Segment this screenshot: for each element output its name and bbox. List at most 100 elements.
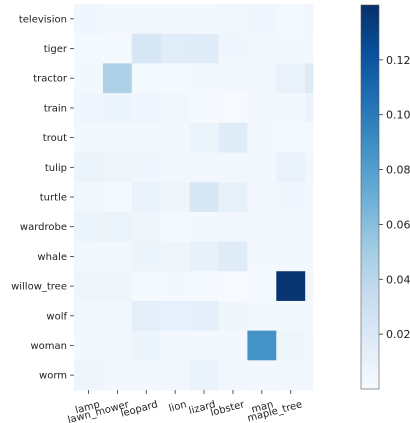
heatmap-cell (131, 182, 162, 213)
heatmap-cell (189, 360, 219, 391)
heatmap-cell (218, 63, 248, 94)
heatmap-cell (276, 300, 306, 332)
y-tick-label: train (44, 103, 67, 114)
heatmap-cell (189, 182, 219, 213)
heatmap-cell (102, 241, 133, 272)
heatmap-cell (218, 4, 248, 35)
heatmap-cell (160, 300, 190, 332)
heatmap-cell (276, 360, 306, 391)
heatmap-cell (218, 122, 248, 153)
heatmap-cell (276, 330, 306, 361)
heatmap-cell (276, 241, 306, 272)
heatmap-cell (160, 63, 190, 94)
heatmap-cell (102, 182, 133, 213)
heatmap-cell (74, 271, 104, 302)
heatmap-cell (189, 211, 219, 242)
heatmap-cell (74, 63, 104, 94)
heatmap-cell (74, 152, 104, 183)
heatmap-cell (276, 4, 306, 35)
heatmap-cell (160, 360, 190, 391)
heatmap-cell (131, 360, 162, 391)
heatmap-cell (305, 300, 314, 332)
heatmap-cell (131, 330, 162, 361)
heatmap-cell (189, 122, 219, 153)
heatmap-cell (305, 4, 314, 35)
heatmap-cell (189, 4, 219, 35)
y-tick-label: television (19, 14, 67, 25)
heatmap-cell (247, 330, 277, 361)
heatmap-cell (218, 93, 248, 124)
y-tick-label: wolf (46, 311, 67, 322)
heatmap-cell (74, 93, 104, 124)
colorbar-gradient (360, 4, 380, 390)
heatmap-cell (218, 241, 248, 272)
heatmap-cell (102, 271, 133, 302)
heatmap-cell (218, 33, 248, 64)
heatmap-cell (131, 271, 162, 302)
y-tick-label: trout (43, 133, 67, 144)
heatmap-cell (131, 211, 162, 242)
y-tick-label: woman (30, 341, 67, 352)
heatmap-cell (276, 122, 306, 153)
y-axis: television tiger tractor train trout tulip tur… (11, 14, 74, 382)
y-tick-label: willow_tree (11, 282, 67, 293)
heatmap-cell (247, 63, 277, 94)
heatmap-cell (102, 330, 133, 361)
heatmap-cell (189, 330, 219, 361)
colorbar-tick-label: 0.12 (386, 54, 410, 67)
heatmap-cell (160, 33, 190, 64)
y-tick-label: tiger (44, 44, 68, 55)
heatmap-cell (74, 211, 104, 242)
heatmap-cell (74, 182, 104, 213)
heatmap-cell (305, 211, 314, 242)
heatmap-cell (247, 33, 277, 64)
heatmap-cell (247, 182, 277, 213)
heatmap-cell (102, 152, 133, 183)
y-tick-label: tractor (33, 74, 68, 85)
heatmap-cell (74, 122, 104, 153)
heatmap-cell (247, 300, 277, 332)
heatmap-cell (305, 241, 314, 272)
heatmap-cell (74, 300, 104, 332)
heatmap-cell (160, 4, 190, 35)
heatmap-cell (276, 63, 306, 94)
heatmap-cell (189, 93, 219, 124)
colorbar-tick-label: 0.06 (386, 218, 410, 231)
heatmap-cell (247, 360, 277, 391)
heatmap-cell (305, 93, 314, 124)
heatmap-cell (305, 330, 314, 361)
heatmap-cell (131, 33, 162, 64)
heatmap-cell (131, 122, 162, 153)
heatmap-cell (276, 182, 306, 213)
heatmap-cell (305, 33, 314, 64)
heatmap-cell (160, 182, 190, 213)
heatmap-cell (276, 152, 306, 183)
y-tick-label: turtle (40, 193, 67, 204)
heatmap-cell (74, 360, 104, 391)
heatmap-cell (247, 152, 277, 183)
heatmap-cell (218, 300, 248, 332)
heatmap-cell (102, 33, 133, 64)
heatmap-cell (305, 360, 314, 391)
heatmap-cell (160, 122, 190, 153)
y-tick-label: worm (39, 371, 67, 382)
heatmap-cell (218, 182, 248, 213)
heatmap-cell (74, 241, 104, 272)
y-tick-label: wardrobe (20, 222, 67, 233)
heatmap-cell (102, 211, 133, 242)
x-tick-label: lion (168, 399, 188, 414)
heatmap-cell (218, 152, 248, 183)
heatmap-cell (102, 360, 133, 391)
heatmap-cell (276, 33, 306, 64)
colorbar-tick-label: 0.04 (386, 273, 410, 286)
heatmap-cell (247, 271, 277, 302)
heatmap-cell (102, 300, 133, 332)
heatmap-cell (276, 271, 306, 302)
heatmap-cell (189, 33, 219, 64)
y-tick-label: whale (37, 252, 67, 263)
heatmap-cell (74, 330, 104, 361)
heatmap-cell (160, 93, 190, 124)
heatmap-cell (131, 300, 162, 332)
